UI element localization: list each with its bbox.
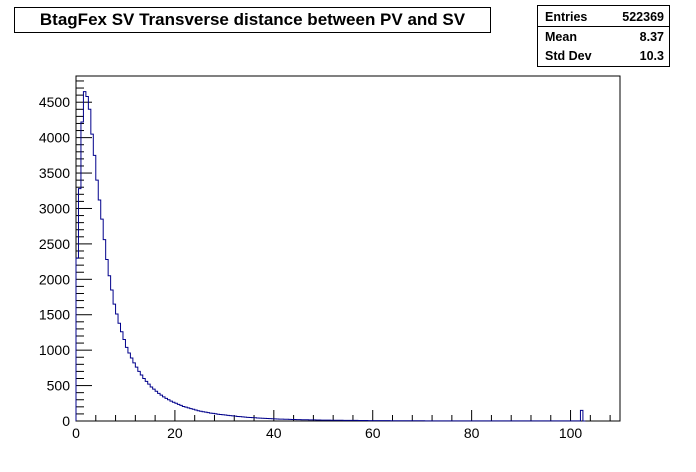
y-tick-label: 2000 bbox=[39, 271, 70, 287]
x-tick-label: 100 bbox=[559, 425, 583, 441]
y-tick-label: 3000 bbox=[39, 200, 70, 216]
stats-mean-value: 8.37 bbox=[639, 30, 664, 44]
y-tick-label: 500 bbox=[47, 378, 71, 394]
x-tick-label: 40 bbox=[266, 425, 282, 441]
axis-ticks: 0 20 40 60 80 1000500100015002000250030003500… bbox=[39, 80, 611, 441]
chart-title: BtagFex SV Transverse distance between P… bbox=[14, 7, 491, 33]
y-tick-label: 1500 bbox=[39, 307, 70, 323]
stats-row-mean: Mean 8.37 bbox=[545, 28, 664, 46]
y-tick-label: 1000 bbox=[39, 342, 70, 358]
stats-mean-label: Mean bbox=[545, 30, 577, 44]
stats-stddev-value: 10.3 bbox=[639, 49, 664, 63]
stats-entries-label: Entries bbox=[545, 10, 588, 24]
x-tick-label: 60 bbox=[365, 425, 381, 441]
x-tick-label: 0 bbox=[72, 425, 80, 441]
y-tick-label: 0 bbox=[62, 413, 70, 429]
histogram-line bbox=[75, 91, 586, 422]
stats-separator bbox=[538, 26, 669, 27]
x-tick-label: 80 bbox=[464, 425, 480, 441]
stats-row-stddev: Std Dev 10.3 bbox=[545, 47, 664, 65]
stats-stddev-label: Std Dev bbox=[545, 49, 592, 63]
x-tick-label: 20 bbox=[167, 425, 183, 441]
stats-row-entries: Entries 522369 bbox=[545, 8, 664, 26]
plot-frame bbox=[75, 75, 621, 422]
stats-entries-value: 522369 bbox=[622, 10, 664, 24]
y-tick-label: 3500 bbox=[39, 165, 70, 181]
y-tick-label: 2500 bbox=[39, 236, 70, 252]
y-tick-label: 4500 bbox=[39, 94, 70, 110]
y-tick-label: 4000 bbox=[39, 130, 70, 146]
stats-box: Entries 522369 Mean 8.37 Std Dev 10.3 bbox=[537, 5, 670, 67]
